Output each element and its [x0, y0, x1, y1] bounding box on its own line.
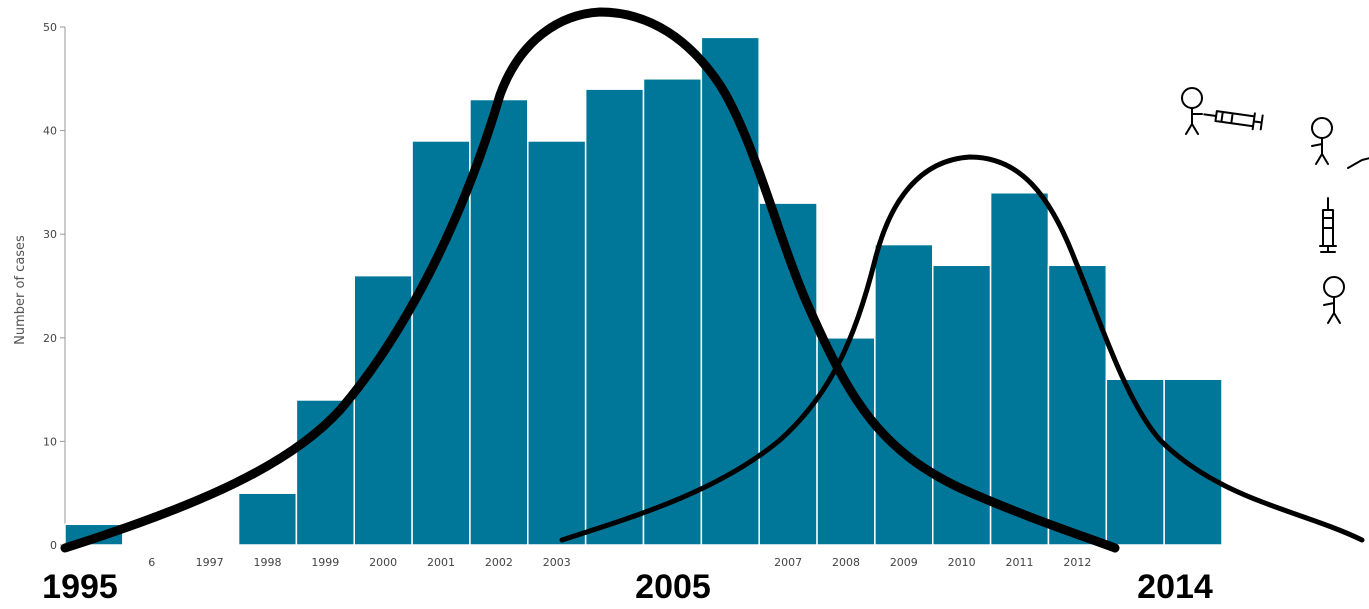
x-tick-label: 2010	[948, 556, 976, 569]
syringe-icon	[1203, 110, 1264, 131]
y-tick-label: 20	[43, 332, 57, 345]
x-tick-label: 2001	[427, 556, 455, 569]
bars	[64, 36, 1223, 546]
bar-2014	[1163, 378, 1223, 546]
y-tick-label: 30	[43, 228, 57, 241]
bar-2011	[989, 192, 1050, 546]
stick-figure-icon	[1311, 117, 1333, 165]
x-tick-label: 2011	[1006, 556, 1034, 569]
first-wave-curve	[60, 7, 1120, 553]
bar-2012	[1047, 264, 1108, 546]
bar-2008	[816, 337, 876, 546]
x-tick-label: 2012	[1063, 556, 1091, 569]
y-tick-label: 50	[43, 21, 57, 34]
year-annotation: 1995	[42, 568, 118, 606]
bar-2010	[932, 264, 992, 546]
x-tick-label: 2008	[832, 556, 860, 569]
x-axis-tick-labels: 6 1997 1998 1999 2000 2001 2002 2003 2007 2008 200…	[148, 556, 1091, 569]
x-tick-label: 2009	[890, 556, 918, 569]
stick-figure-icon	[1181, 87, 1203, 135]
syringe-icon	[1347, 157, 1369, 169]
x-tick-label: 2000	[369, 556, 397, 569]
year-annotation: 2014	[1137, 568, 1213, 606]
x-tick-label: 6	[148, 556, 155, 569]
x-tick-label: 2007	[774, 556, 802, 569]
x-tick-label: 2002	[485, 556, 513, 569]
syringe-icon	[1319, 197, 1337, 253]
stick-figure-icon	[1323, 276, 1345, 324]
bar-2009	[874, 243, 934, 546]
y-tick-label: 0	[50, 539, 57, 552]
year-annotations: 1995 2005 2014	[42, 568, 1213, 606]
bar-2005	[642, 78, 703, 546]
x-tick-label: 1997	[196, 556, 224, 569]
y-axis-label: Number of cases	[13, 235, 28, 345]
x-tick-label: 1999	[311, 556, 339, 569]
y-tick-label: 40	[43, 125, 57, 138]
bar-2002	[469, 98, 529, 546]
second-wave-curve	[559, 154, 1365, 543]
y-axis: 0 10 20 30 40 50 Number of cases	[13, 21, 66, 552]
y-tick-label: 10	[43, 435, 57, 448]
x-tick-label: 1998	[253, 556, 281, 569]
bar-2003	[527, 140, 587, 546]
x-tick-label: 2003	[543, 556, 571, 569]
bar-2006	[700, 36, 760, 546]
year-annotation: 2005	[635, 568, 711, 606]
bar-2004	[584, 88, 645, 546]
bar-1998	[237, 492, 298, 546]
